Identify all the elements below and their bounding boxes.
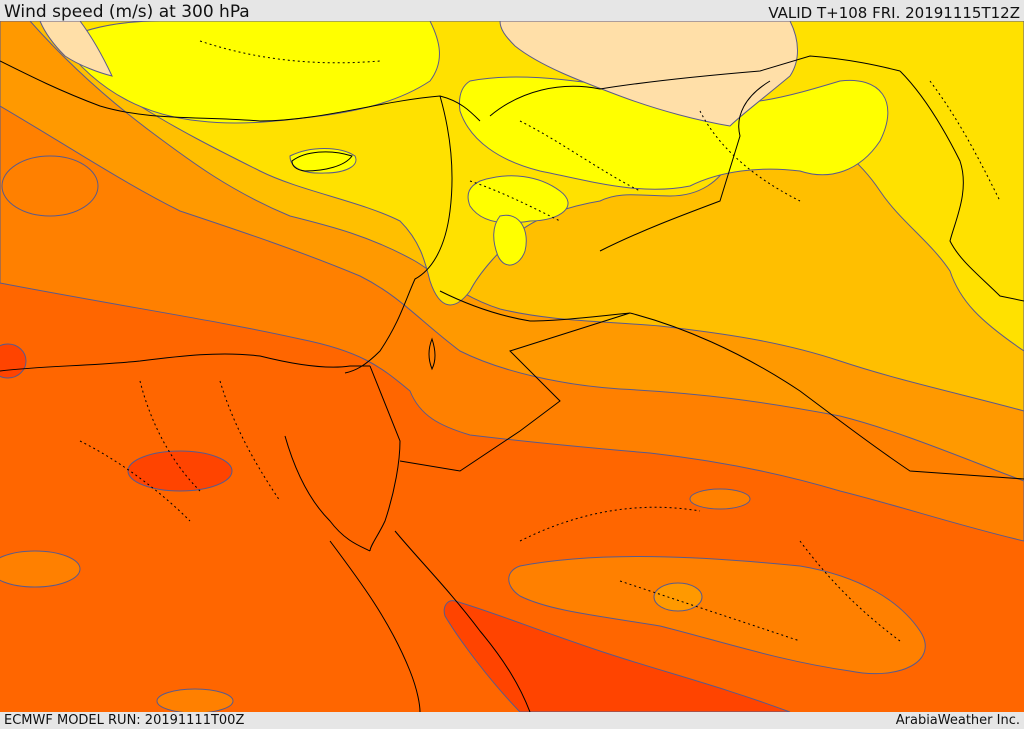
syria-iraq-south [599,80,771,252]
iran-border [899,70,1024,302]
admin-line-saudi-1 [519,506,701,542]
band-pale-north [499,21,798,127]
iraq-syria-border [489,55,901,117]
admin-line-saudi-3 [799,540,901,642]
admin-line-turkey [199,40,381,64]
cyprus-outline [291,151,353,172]
band-bright-yellow-center [467,175,569,224]
pocket-dark-orange-west-low [0,550,81,588]
red-sea-west [329,540,421,712]
band-pale-northwest [39,21,113,77]
saudi-iraq-border [629,312,1024,480]
admin-line-iraq-1 [519,120,641,192]
pocket-dark-orange-bottom [156,688,234,712]
pocket-dark-orange-west [1,155,99,217]
levant-coast [344,95,453,374]
band-bright-yellow-northwest [59,21,440,124]
dead-sea-outline [428,337,436,371]
pocket-dark-orange-east [689,488,751,510]
admin-line-iraq-2 [699,110,801,202]
pocket-orange-south [653,582,703,612]
map-title: Wind speed (m/s) at 300 hPa [4,2,250,22]
country-borders [0,55,1024,712]
wind-speed-map [0,21,1024,712]
model-run-label: ECMWF MODEL RUN: 20191111T00Z [4,713,245,728]
pocket-red-egypt [127,450,233,492]
sinai-border [369,365,401,552]
band-bright-yellow-jordan [493,214,527,266]
valid-time: VALID T+108 FRI. 20191115T12Z [768,4,1020,22]
pocket-red-south [443,600,791,712]
footer-bar: ECMWF MODEL RUN: 20191111T00Z ArabiaWeat… [0,712,1024,729]
map-canvas [0,21,1024,712]
red-sea-east [394,530,531,712]
admin-line-iran [929,80,1001,202]
egypt-coast [0,353,370,372]
gulf-of-suez [284,435,371,552]
header-bar: Wind speed (m/s) at 300 hPa VALID T+108 … [0,0,1024,22]
admin-lines [79,40,1001,642]
credit-label: ArabiaWeather Inc. [895,713,1020,728]
admin-line-egypt-3 [79,440,191,522]
pocket-dark-orange-south [508,556,926,675]
